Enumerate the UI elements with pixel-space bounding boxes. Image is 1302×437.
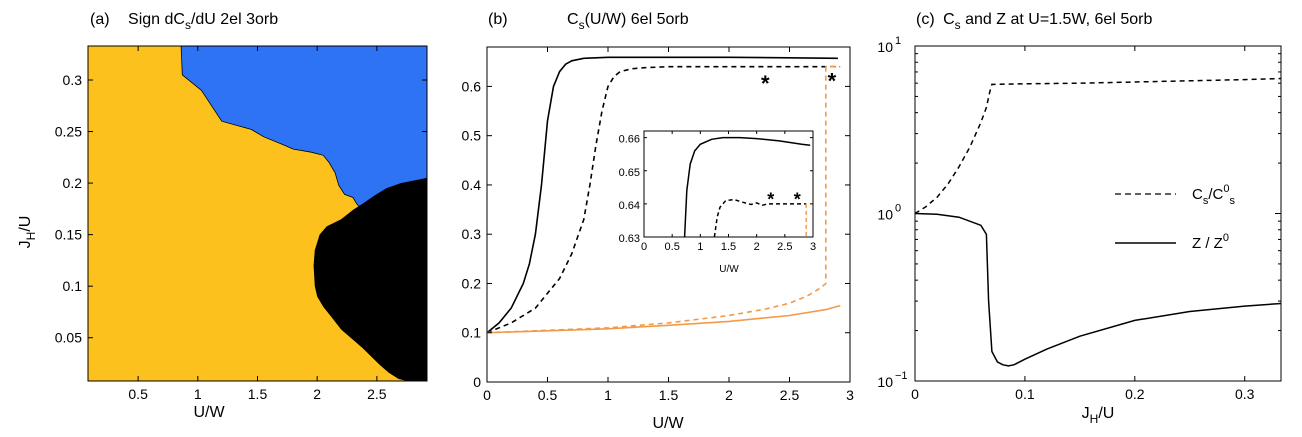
panel-c-x-tick-label: 0.1 <box>1015 386 1035 402</box>
asterisk-marker: * <box>794 189 801 209</box>
panel-c-title: (c) Cs and Z at U=1.5W, 6el 5orb <box>916 11 1152 32</box>
panel-b-y-tick-label: 0 <box>473 374 481 390</box>
panel-a-y-tick-label: 0.3 <box>63 72 83 88</box>
panel-c-y-tick-label: 10 <box>877 39 893 55</box>
panel-b-x-tick-label: 3 <box>846 387 854 403</box>
series-line-dashed <box>914 77 1282 215</box>
panel-b-x-tick-label: 2 <box>725 387 733 403</box>
panel-b-y-tick-label: 0.1 <box>462 325 482 341</box>
panel-a-y-tick-label: 0.25 <box>55 124 82 140</box>
inset-xlabel: U/W <box>719 264 739 275</box>
inset-x-tick-label: 1.5 <box>721 241 736 253</box>
panel-c-axes-frame <box>914 45 1282 382</box>
panel-b-y-tick-label: 0.5 <box>462 128 482 144</box>
inset-y-tick-label: 0.63 <box>619 233 640 245</box>
inset-x-tick-label: 3 <box>810 241 816 253</box>
series-line-dashed <box>486 65 838 334</box>
panel-a-x-tick-label: 1.5 <box>248 386 268 402</box>
series-line-dashed <box>713 198 807 238</box>
panel-a-x-tick-label: 1 <box>194 386 202 402</box>
panel-c-legend: Cs/C0s Z / Z0 <box>1115 183 1235 252</box>
inset-x-ticks: 0 0.5 1 1.5 2 2.5 3 <box>641 131 816 253</box>
panel-a-x-tick-label: 2.5 <box>367 386 387 402</box>
inset-annotations: * * <box>767 189 800 209</box>
panel-b-line-chart: (b) Cs(U/W) 6el 5orb * * 0 0.5 1 1.5 2 2.5 3 00… <box>462 11 855 432</box>
panel-c-y-tick-exponent: 1 <box>895 35 901 47</box>
panel-a-x-ticks: 0.5 1 1.5 2 2.5 <box>128 46 387 402</box>
panel-a-heatmap: (a) Sign dCs/dU 2el 3orb 0.5 1 1.5 2 2.5 0.0… <box>17 11 428 421</box>
panel-a-y-tick-label: 0.15 <box>55 227 82 243</box>
panel-c-x-tick-label: 0.3 <box>1235 386 1255 402</box>
inset-y-ticks: 0.63 0.64 0.65 0.66 <box>619 134 813 245</box>
series-line-dashed <box>486 65 841 334</box>
panel-c-log-chart: (c) Cs and Z at U=1.5W, 6el 5orb 0 0.1 0.2… <box>877 11 1282 426</box>
panel-c-y-tick-exponent: −1 <box>895 370 908 382</box>
inset-x-tick-label: 2.5 <box>777 241 792 253</box>
panel-a-ylabel: JH/U <box>17 216 38 249</box>
asterisk-marker: * <box>761 71 770 96</box>
panel-b-title: (b) Cs(U/W) 6el 5orb <box>488 11 689 32</box>
inset-x-tick-label: 0.5 <box>665 241 680 253</box>
panel-b-x-tick-label: 0.5 <box>538 387 558 403</box>
inset-series <box>683 136 811 238</box>
heatmap-black-region <box>313 177 427 381</box>
inset-axes-frame <box>643 130 814 238</box>
asterisk-marker: * <box>828 69 837 94</box>
panel-b-inset: * * 0 0.5 1 1.5 2 2.5 3 0.630.640.650.66 U/W <box>619 130 816 275</box>
series-line-solid <box>486 56 838 334</box>
asterisk-marker: * <box>767 189 774 209</box>
inset-x-tick-label: 1 <box>697 241 703 253</box>
panel-a-y-tick-label: 0.05 <box>55 330 82 346</box>
panel-a-title: (a) Sign dCs/dU 2el 3orb <box>90 11 278 32</box>
panel-c-y-tick-label: 10 <box>877 374 893 390</box>
series-line-solid <box>683 136 811 238</box>
panel-c-y-tick-label: 10 <box>877 207 893 223</box>
panel-b-x-tick-label: 2.5 <box>780 387 800 403</box>
inset-x-tick-label: 2 <box>754 241 760 253</box>
panel-b-x-tick-label: 1.5 <box>659 387 679 403</box>
panel-a-y-ticks: 0.05 0.1 0.15 0.2 0.25 0.3 <box>55 72 427 346</box>
series-line-solid <box>914 212 1282 367</box>
inset-y-tick-label: 0.66 <box>619 134 640 146</box>
panel-a-y-tick-label: 0.2 <box>63 175 83 191</box>
inset-y-tick-label: 0.64 <box>619 200 640 212</box>
series-line-solid <box>486 304 841 334</box>
panel-a-xlabel: U/W <box>193 404 225 421</box>
panel-b-x-tick-label: 0 <box>483 387 491 403</box>
panel-b-y-tick-label: 0.4 <box>462 177 482 193</box>
legend-label-cs: Cs/C0s <box>1192 183 1235 207</box>
panel-c-y-tick-exponent: 0 <box>895 203 901 215</box>
panel-c-x-tick-label: 0 <box>911 386 919 402</box>
panel-c-x-tick-label: 0.2 <box>1125 386 1145 402</box>
panel-b-y-tick-label: 0.3 <box>462 226 482 242</box>
panel-b-series <box>486 56 841 334</box>
panel-a-y-tick-label: 0.1 <box>63 278 83 294</box>
panel-c-xlabel: JH/U <box>1082 405 1115 426</box>
panel-b-xlabel: U/W <box>652 415 684 432</box>
panel-a-x-tick-label: 2 <box>313 386 321 402</box>
panel-b-x-ticks: 0 0.5 1 1.5 2 2.5 3 <box>483 47 854 403</box>
panel-b-x-tick-label: 1 <box>604 387 612 403</box>
inset-y-tick-label: 0.65 <box>619 167 640 179</box>
panel-b-y-ticks: 0 0.1 0.2 0.3 0.4 0.5 0.6 <box>462 78 850 390</box>
legend-label-z: Z / Z0 <box>1192 232 1229 252</box>
inset-x-tick-label: 0 <box>641 241 647 253</box>
panel-b-y-tick-label: 0.6 <box>462 78 482 94</box>
panel-b-y-tick-label: 0.2 <box>462 275 482 291</box>
panel-c-series <box>914 77 1282 367</box>
panel-b-annotations: * * <box>761 69 837 96</box>
panel-c-x-ticks: 0 0.1 0.2 0.3 <box>911 46 1255 402</box>
panel-a-x-tick-label: 0.5 <box>128 386 148 402</box>
